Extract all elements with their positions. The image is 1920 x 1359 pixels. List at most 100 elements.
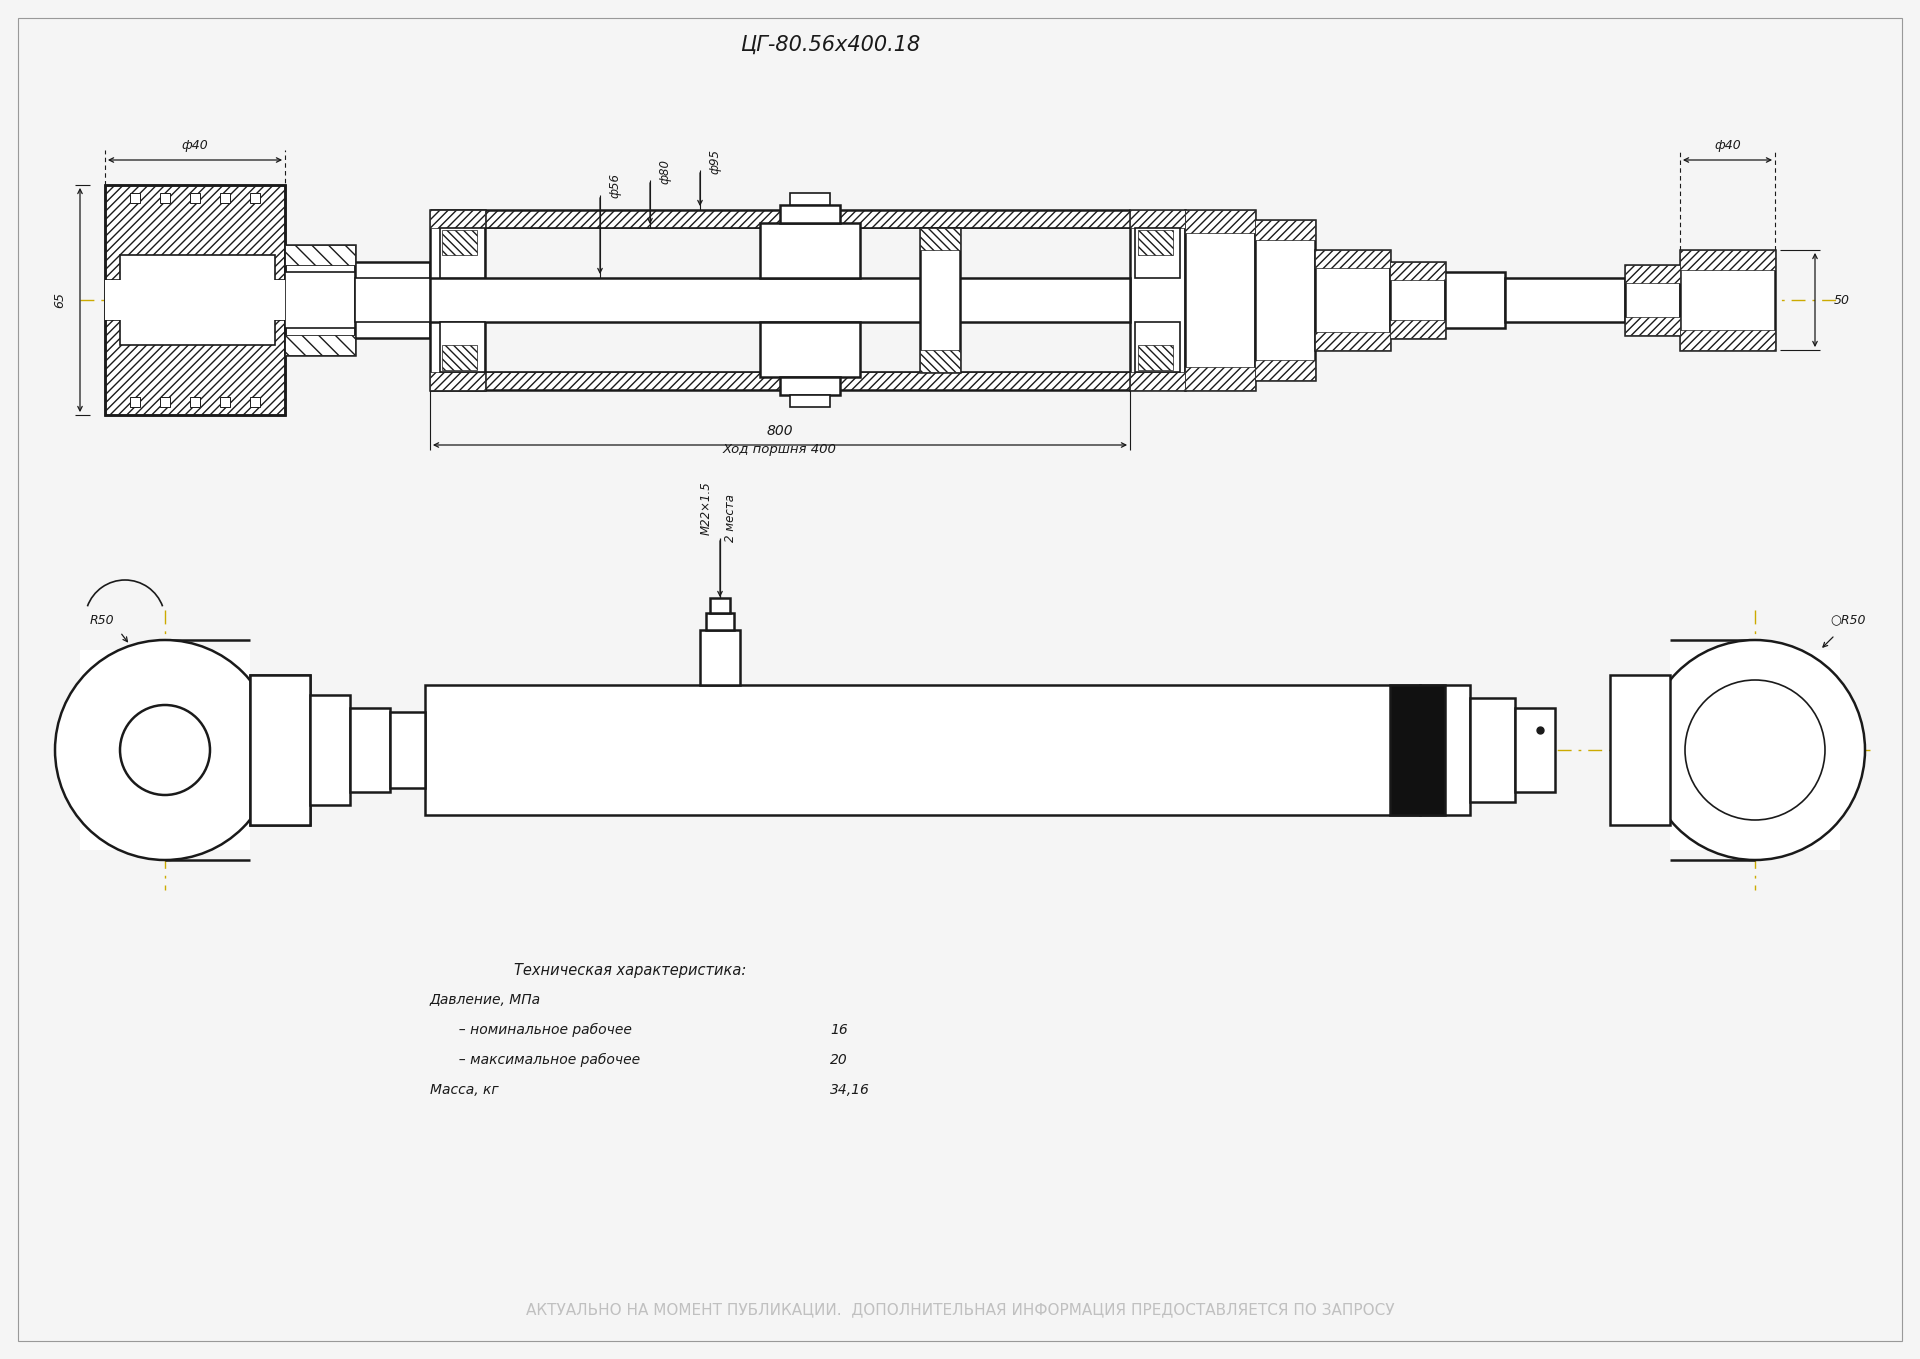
Bar: [349, 708, 390, 792]
Bar: [710, 598, 730, 613]
Bar: [920, 228, 960, 372]
Bar: [1185, 211, 1256, 390]
Bar: [1680, 330, 1774, 351]
Text: ф56: ф56: [609, 173, 622, 197]
Text: ○R50: ○R50: [1830, 613, 1866, 626]
Bar: [1131, 372, 1185, 390]
Bar: [760, 322, 860, 376]
Text: R50: R50: [90, 613, 115, 626]
Bar: [1315, 250, 1390, 268]
Bar: [131, 193, 140, 202]
Bar: [1680, 250, 1774, 351]
Bar: [250, 193, 259, 202]
Bar: [250, 675, 309, 825]
Bar: [159, 193, 171, 202]
Bar: [1135, 228, 1181, 279]
Bar: [1390, 262, 1446, 280]
Bar: [159, 397, 171, 406]
Bar: [250, 397, 259, 406]
Text: АКТУАЛЬНО НА МОМЕНТ ПУБЛИКАЦИИ.  ДОПОЛНИТЕЛЬНАЯ ИНФОРМАЦИЯ ПРЕДОСТАВЛЯЕТСЯ ПО ЗА: АКТУАЛЬНО НА МОМЕНТ ПУБЛИКАЦИИ. ДОПОЛНИТ…: [526, 1302, 1394, 1317]
Text: ЦГ-80.56х400.18: ЦГ-80.56х400.18: [739, 35, 920, 54]
Bar: [284, 272, 355, 328]
Bar: [1680, 250, 1774, 270]
Circle shape: [1645, 640, 1864, 860]
Bar: [284, 336, 355, 355]
Text: ф40: ф40: [182, 140, 209, 152]
Bar: [1611, 675, 1670, 825]
Text: – номинальное рабочее: – номинальное рабочее: [449, 1023, 632, 1037]
Bar: [390, 712, 424, 788]
Bar: [1139, 345, 1173, 370]
Bar: [760, 223, 860, 279]
Text: M22×1.5: M22×1.5: [699, 481, 712, 535]
Text: Масса, кг: Масса, кг: [430, 1083, 499, 1097]
Bar: [1624, 317, 1680, 336]
Bar: [119, 255, 275, 345]
Bar: [1624, 265, 1680, 336]
Bar: [250, 675, 309, 825]
Bar: [106, 280, 284, 319]
Text: Техническая характеристика:: Техническая характеристика:: [515, 962, 747, 977]
Text: 50: 50: [1834, 294, 1851, 307]
Bar: [221, 397, 230, 406]
Circle shape: [1711, 705, 1801, 795]
Bar: [430, 211, 1131, 228]
Bar: [1624, 265, 1680, 283]
Bar: [440, 322, 486, 372]
Bar: [1135, 322, 1181, 372]
Circle shape: [1686, 680, 1826, 819]
Text: 34,16: 34,16: [829, 1083, 870, 1097]
Bar: [1390, 685, 1446, 815]
Bar: [920, 351, 960, 372]
Text: Ход поршня 400: Ход поршня 400: [724, 443, 837, 455]
Text: 65: 65: [54, 292, 67, 308]
Bar: [1256, 220, 1315, 241]
Bar: [1421, 685, 1471, 815]
Bar: [284, 245, 355, 265]
Circle shape: [119, 705, 209, 795]
Bar: [1131, 211, 1185, 390]
Bar: [131, 397, 140, 406]
Bar: [1315, 332, 1390, 351]
Bar: [430, 211, 486, 390]
Bar: [1185, 367, 1256, 390]
Bar: [221, 193, 230, 202]
Bar: [442, 230, 476, 255]
Bar: [789, 193, 829, 205]
Bar: [442, 345, 476, 370]
Bar: [1505, 279, 1624, 322]
Bar: [309, 694, 349, 805]
Bar: [1139, 230, 1173, 255]
Bar: [430, 211, 486, 228]
Bar: [119, 255, 275, 345]
Bar: [190, 193, 200, 202]
Bar: [780, 376, 841, 395]
Bar: [707, 613, 733, 631]
Bar: [1185, 211, 1256, 232]
Bar: [430, 372, 1131, 390]
Bar: [701, 631, 739, 685]
Bar: [430, 279, 1131, 322]
Bar: [106, 185, 284, 414]
Text: 20: 20: [829, 1053, 849, 1067]
Bar: [920, 228, 960, 250]
Bar: [355, 262, 430, 338]
Text: – максимальное рабочее: – максимальное рабочее: [449, 1053, 639, 1067]
Bar: [1131, 211, 1185, 228]
Text: Давление, МПа: Давление, МПа: [430, 993, 541, 1007]
Bar: [1256, 360, 1315, 381]
Bar: [1390, 319, 1446, 338]
Bar: [284, 245, 355, 355]
Bar: [81, 650, 250, 849]
Text: 16: 16: [829, 1023, 849, 1037]
Bar: [1471, 699, 1515, 802]
Bar: [780, 205, 841, 223]
Circle shape: [56, 640, 275, 860]
Text: ф40: ф40: [1715, 140, 1741, 152]
Bar: [106, 185, 284, 414]
Bar: [430, 372, 486, 390]
Bar: [1446, 272, 1505, 328]
Bar: [789, 395, 829, 406]
Bar: [1670, 650, 1839, 849]
Text: ф95: ф95: [708, 149, 722, 174]
